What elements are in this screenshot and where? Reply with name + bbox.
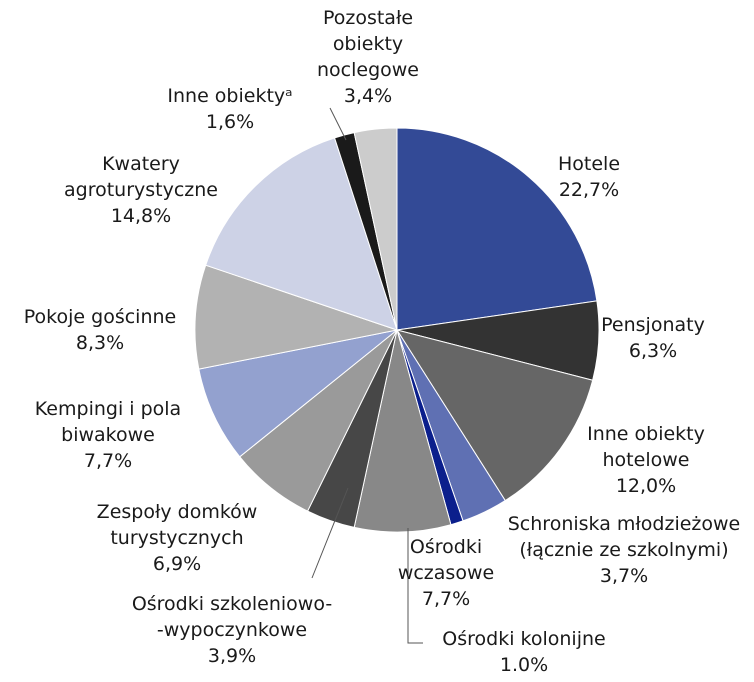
value-label: 3,7% xyxy=(600,565,648,587)
slice-label: Kwatery agroturystyczne xyxy=(64,153,218,201)
value-label: 1,6% xyxy=(206,111,254,133)
value-label: 14,8% xyxy=(111,205,171,227)
value-label: 3,9% xyxy=(208,645,256,667)
leader-line xyxy=(407,528,423,644)
slice-label: Pokoje gościnne xyxy=(24,306,176,328)
slice-label: Schroniska młodzieżowe (łącznie ze szkoln… xyxy=(508,513,741,561)
slice-label: Kempingi i pola biwakowe xyxy=(35,398,181,446)
value-label: 3,4% xyxy=(344,85,392,107)
leader-line xyxy=(311,487,349,579)
slice-label: Hotele xyxy=(558,153,620,175)
slice-label: Zespoły domków turystycznych xyxy=(97,501,258,549)
value-label: 7,7% xyxy=(84,450,132,472)
slice-label: Ośrodki wczasowe xyxy=(398,536,494,584)
value-label: 12,0% xyxy=(616,475,676,497)
pie-slice xyxy=(198,329,398,458)
value-label: 6,9% xyxy=(153,553,201,575)
slice-label: Inne obiekty hotelowe xyxy=(587,423,705,471)
pie-slice xyxy=(194,264,399,370)
slice-label: Ośrodki szkoleniowo--wypoczynkowe xyxy=(132,593,332,641)
pie-slice xyxy=(395,329,594,502)
value-label: 22,7% xyxy=(559,179,619,201)
value-label: 6,3% xyxy=(629,340,677,362)
slice-label: Ośrodki kolonijne xyxy=(442,628,605,650)
pie-slice xyxy=(353,329,452,533)
leader-line xyxy=(329,107,347,141)
value-label: 7,7% xyxy=(422,588,470,610)
slice-label: Pozostałe obiekty noclegowe xyxy=(317,7,419,81)
value-label: 8,3% xyxy=(76,332,124,354)
slice-label: Pensjonaty xyxy=(601,314,705,336)
pie-slice xyxy=(205,137,398,331)
value-label: 1.0% xyxy=(500,654,548,676)
pie-slice xyxy=(396,127,598,331)
pie-slice xyxy=(353,127,398,331)
slice-label: Inne obiektyᵃ xyxy=(167,85,292,107)
